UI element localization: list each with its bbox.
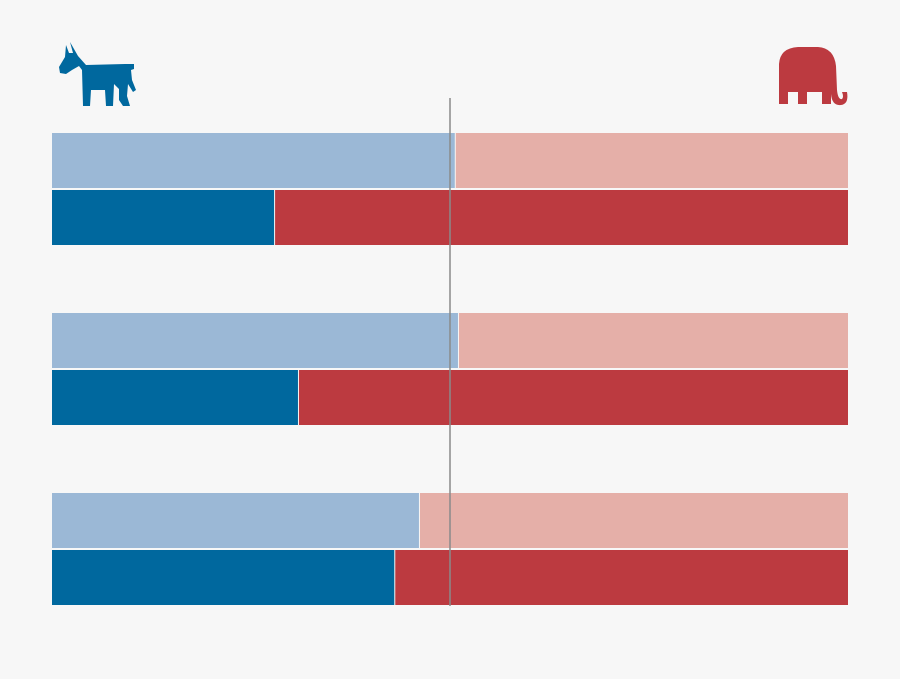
- elephant-silhouette: [779, 47, 848, 106]
- bar-democrat-2-light: [52, 313, 458, 368]
- bar-republican-1-dark: [275, 190, 849, 245]
- bar-republican-1-light: [455, 133, 848, 188]
- bar-democrat-2-dark: [52, 370, 298, 425]
- donkey-icon-graphic: [59, 42, 136, 106]
- bar-republican-2-light: [458, 313, 848, 368]
- bar-republican-2-dark: [298, 370, 848, 425]
- donkey-icon: [56, 40, 140, 108]
- bar-democrat-1-light: [52, 133, 455, 188]
- bar-republican-3-light: [419, 493, 848, 548]
- bar-democrat-1-dark: [52, 190, 275, 245]
- bar-democrat-3-light: [52, 493, 419, 548]
- bar-democrat-3-dark: [52, 550, 395, 605]
- elephant-icon: [776, 44, 848, 106]
- elephant-icon-graphic: [779, 47, 848, 106]
- donkey-silhouette: [59, 42, 136, 106]
- bar-republican-3-dark: [395, 550, 848, 605]
